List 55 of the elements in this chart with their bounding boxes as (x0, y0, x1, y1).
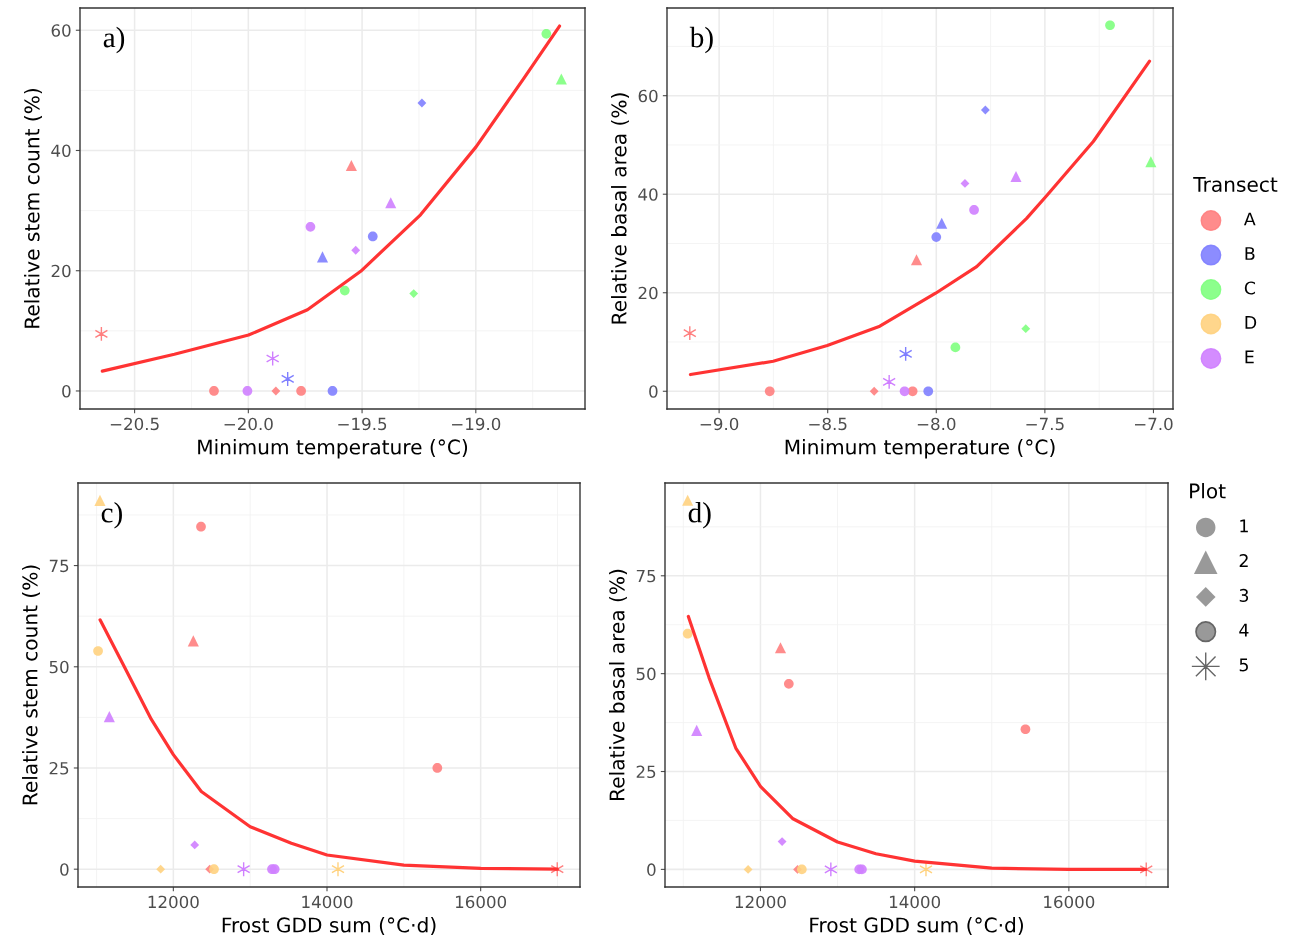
y-tick-label: 40 (51, 144, 71, 158)
text: D (1245, 316, 1257, 329)
text: d) (688, 502, 711, 529)
y-tick-label: 0 (60, 863, 69, 876)
x-tick-label: −19.0 (452, 417, 501, 431)
text: Transect (1193, 177, 1278, 193)
x-tick-label: 14000 (889, 895, 941, 909)
y-tick-label: 40 (638, 188, 658, 201)
text: 1 (1240, 519, 1248, 533)
text: C (1244, 281, 1256, 295)
x-tick-label: −8.5 (809, 417, 847, 431)
y-tick-label: 50 (636, 667, 656, 681)
y-tick-label: 60 (51, 24, 71, 37)
x-tick-label: 14000 (302, 895, 353, 909)
x-tick-label: −7.5 (1026, 417, 1064, 431)
x-axis-title: Minimum temperature (°C) (785, 439, 1055, 459)
x-tick-label: 12000 (148, 895, 199, 909)
x-tick-label: 16000 (455, 895, 507, 909)
text: E (1245, 350, 1254, 364)
y-tick-label: 75 (636, 569, 656, 583)
text: 5 (1239, 658, 1248, 672)
x-tick-label: −9.0 (700, 417, 739, 431)
x-tick-label: 12000 (735, 895, 786, 909)
text: 2 (1239, 554, 1248, 567)
y-axis-title: Relative basal area (%) (611, 93, 629, 324)
y-tick-label: 20 (638, 286, 658, 300)
y-axis-title: Relative stem count (%) (24, 88, 42, 328)
y-axis-title: Relative stem count (%) (22, 565, 40, 805)
text: B (1245, 247, 1255, 260)
y-tick-label: 60 (638, 89, 658, 103)
x-tick-label: −20.5 (110, 417, 159, 431)
x-axis-title: Frost GDD sum (°C·d) (222, 917, 436, 935)
text: b) (689, 26, 713, 54)
y-tick-label: 20 (51, 264, 71, 278)
y-tick-label: 0 (649, 385, 658, 398)
y-tick-label: 25 (636, 765, 656, 779)
y-tick-label: 50 (49, 660, 69, 674)
text: 4 (1239, 623, 1249, 637)
y-axis-title: Relative basal area (%) (609, 569, 627, 800)
text: 3 (1239, 588, 1249, 602)
x-axis-title: Minimum temperature (°C) (198, 439, 468, 459)
x-tick-label: −8.0 (917, 417, 956, 431)
text: c) (101, 502, 122, 529)
text: A (1243, 212, 1256, 226)
y-tick-label: 75 (49, 559, 69, 573)
text: a) (103, 26, 125, 54)
y-tick-label: 25 (49, 761, 69, 775)
y-tick-label: 0 (62, 384, 71, 398)
y-tick-label: 0 (647, 863, 656, 876)
x-tick-label: 16000 (1044, 895, 1095, 909)
text: Plot (1190, 483, 1226, 499)
x-tick-label: −20.0 (224, 417, 273, 431)
x-tick-label: −7.0 (1134, 417, 1173, 431)
x-tick-label: −19.5 (338, 417, 387, 431)
x-axis-title: Frost GDD sum (°C·d) (810, 917, 1023, 935)
